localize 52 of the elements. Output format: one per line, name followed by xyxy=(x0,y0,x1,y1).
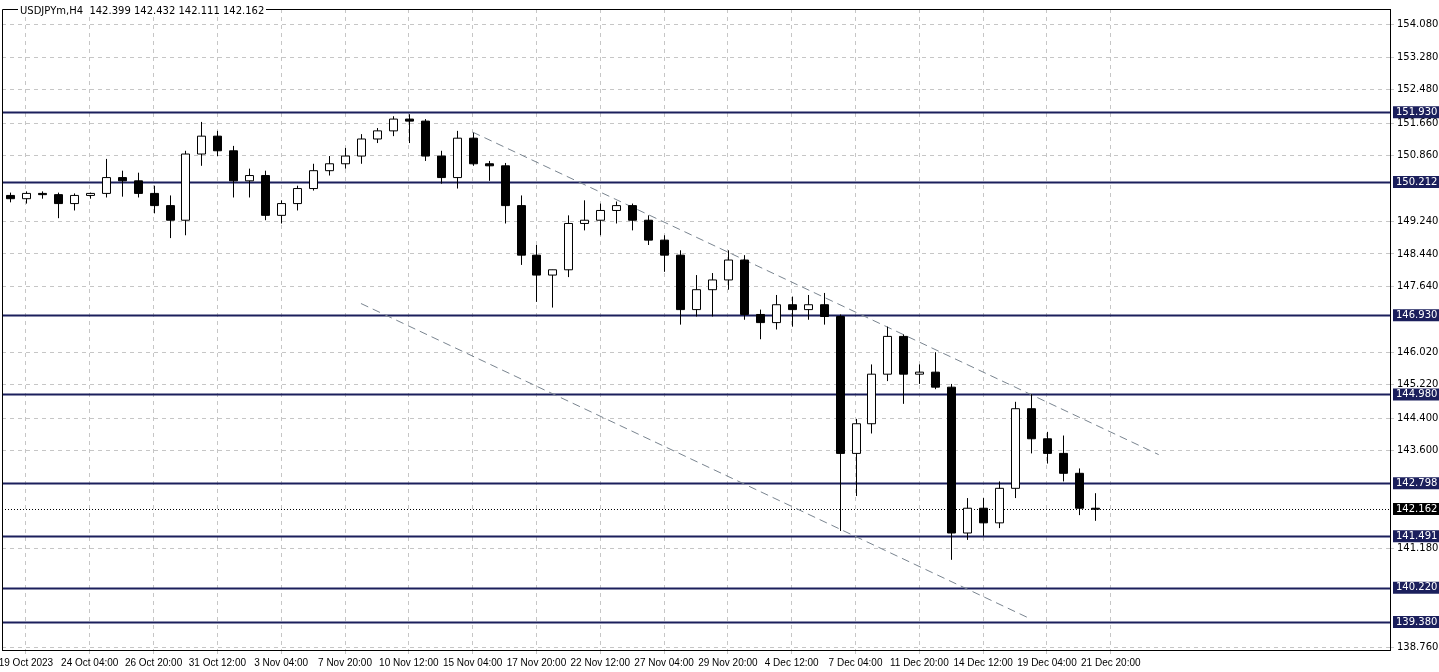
x-tick-label: 19 Dec 04:00 xyxy=(1017,656,1078,668)
candlestick xyxy=(820,292,829,326)
x-tick-label: 21 Dec 20:00 xyxy=(1081,656,1141,668)
x-tick-label: 10 Nov 12:00 xyxy=(379,656,439,668)
y-tick-label: 148.440 xyxy=(1397,247,1439,259)
x-tick-label: 19 Oct 2023 xyxy=(0,656,54,668)
chart-title: USDJPYm,H4 142.399 142.432 142.111 142.162 xyxy=(18,5,267,16)
y-tick-label: 153.280 xyxy=(1397,50,1439,62)
candlestick xyxy=(102,158,111,198)
ref-line-label: 144.980 xyxy=(1396,388,1438,400)
y-tick-label: 143.600 xyxy=(1397,444,1439,456)
candlestick xyxy=(596,203,605,236)
x-tick-label: 27 Nov 04:00 xyxy=(634,656,695,668)
candlestick xyxy=(166,194,175,239)
candlestick xyxy=(134,172,143,198)
y-tick-label: 141.180 xyxy=(1397,542,1439,554)
ref-line-label: 141.491 xyxy=(1396,529,1438,541)
x-tick-label: 11 Dec 20:00 xyxy=(889,656,950,668)
y-tick-label: 145.220 xyxy=(1397,378,1439,390)
y-tick-label: 146.020 xyxy=(1397,345,1439,357)
x-tick-label: 7 Nov 20:00 xyxy=(318,656,373,668)
ref-line-label: 139.380 xyxy=(1396,615,1438,627)
x-tick-label: 14 Dec 12:00 xyxy=(953,656,1014,668)
x-tick-label: 3 Nov 04:00 xyxy=(254,656,309,668)
candlestick xyxy=(548,269,557,309)
x-tick-label: 26 Oct 20:00 xyxy=(124,656,183,668)
y-tick-label: 147.640 xyxy=(1397,280,1439,292)
y-tick-label: 144.400 xyxy=(1397,411,1439,423)
x-tick-label: 15 Nov 04:00 xyxy=(442,656,503,668)
y-tick-label: 152.480 xyxy=(1397,83,1439,95)
x-tick-label: 29 Nov 20:00 xyxy=(698,656,759,668)
ref-line-label: 146.930 xyxy=(1396,308,1438,320)
ref-line-label: 151.930 xyxy=(1396,105,1438,117)
candlestick xyxy=(628,203,637,231)
ref-line-label: 140.220 xyxy=(1396,581,1438,593)
candlestick xyxy=(1043,431,1052,465)
y-tick-label: 138.760 xyxy=(1397,640,1439,652)
y-tick-label: 150.860 xyxy=(1397,149,1439,161)
y-tick-label: 154.080 xyxy=(1397,18,1439,30)
x-tick-label: 24 Oct 04:00 xyxy=(61,656,119,668)
candlestick xyxy=(277,199,286,224)
y-tick-label: 151.660 xyxy=(1397,116,1439,128)
x-tick-label: 4 Dec 12:00 xyxy=(764,656,820,668)
y-tick-label: 149.240 xyxy=(1397,215,1439,227)
ref-line-label: 150.212 xyxy=(1396,175,1438,187)
candlestick xyxy=(612,201,621,224)
ref-line-label: 142.798 xyxy=(1396,476,1438,488)
x-tick-label: 17 Nov 20:00 xyxy=(506,656,567,668)
ref-line-label: 142.162 xyxy=(1396,502,1438,514)
x-tick-label: 31 Oct 12:00 xyxy=(188,656,247,668)
x-tick-label: 7 Dec 04:00 xyxy=(828,656,883,668)
x-tick-label: 22 Nov 12:00 xyxy=(570,656,631,668)
